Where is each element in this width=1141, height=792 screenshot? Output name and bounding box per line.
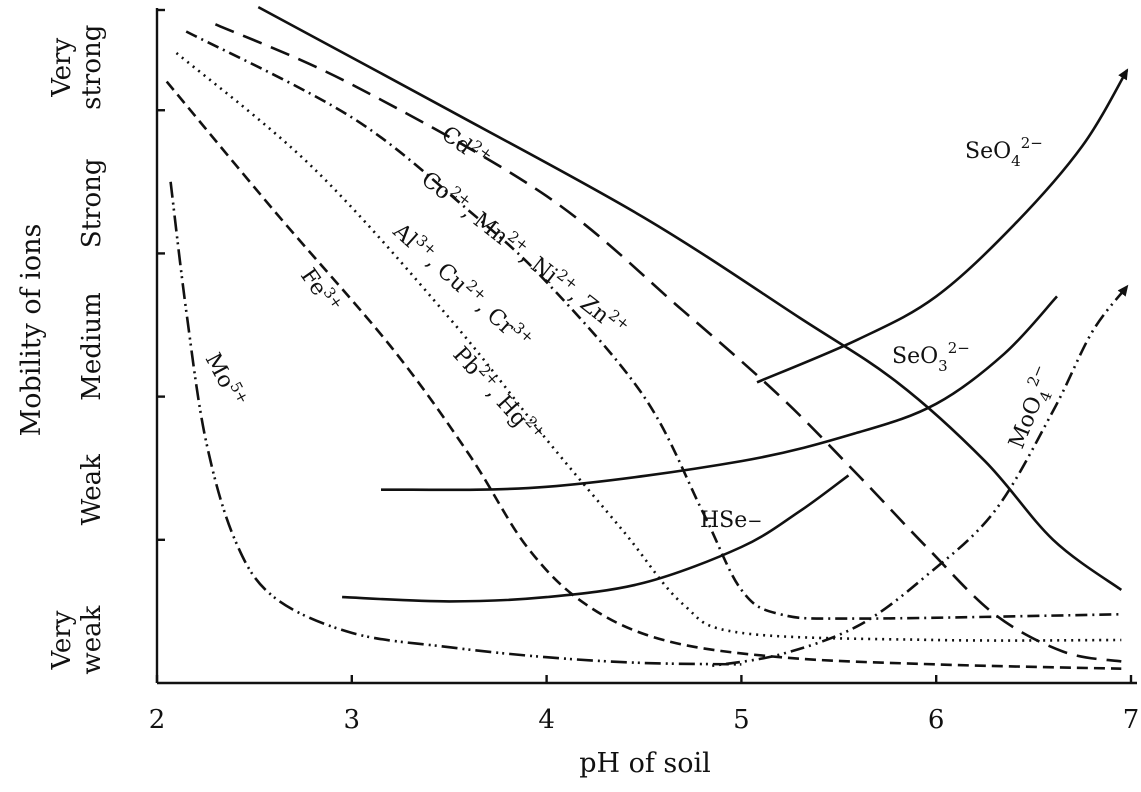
x-tick-label: 2 [149, 705, 166, 735]
label-cd: Cd2+ [436, 118, 496, 173]
label-fe: Fe3+ [295, 262, 347, 319]
curve-pb [175, 52, 1122, 642]
label-pb-hg: Pb2+, Hg2+ [448, 340, 550, 449]
y-category-label: Very [47, 610, 77, 670]
x-tick-label: 3 [344, 705, 361, 735]
curve-mo5 [169, 181, 742, 666]
label-hse: HSe− [700, 508, 762, 533]
y-category-label: Weak [77, 454, 107, 525]
curve-co [214, 23, 1122, 663]
y-category-label: strong [77, 25, 107, 110]
y-axis-title: Mobility of ions [16, 224, 47, 437]
data-curves [165, 5, 1129, 670]
y-category-label: Strong [77, 158, 107, 248]
label-mo5: Mo5+ [200, 347, 253, 412]
curve-al [185, 30, 1122, 620]
x-tick-label: 5 [733, 705, 750, 735]
x-axis-ticks: 2 3 4 5 6 7 [149, 675, 1140, 735]
x-tick-label: 7 [1123, 705, 1140, 735]
y-axis-ticks [157, 8, 165, 542]
curve-moo4 [711, 284, 1129, 668]
x-tick-label: 6 [928, 705, 945, 735]
curve-seo3 [380, 295, 1058, 492]
y-category-label: Very [47, 38, 77, 98]
x-axis-title: pH of soil [579, 748, 711, 779]
label-seo3: SeO32− [892, 339, 970, 375]
curve-seo4 [756, 68, 1129, 384]
curve-cd [257, 5, 1123, 591]
y-category-label: weak [77, 605, 107, 674]
label-seo4: SeO42− [965, 134, 1043, 170]
x-tick-label: 4 [538, 705, 555, 735]
curve-hse [342, 474, 850, 603]
y-category-label: Medium [77, 292, 107, 400]
